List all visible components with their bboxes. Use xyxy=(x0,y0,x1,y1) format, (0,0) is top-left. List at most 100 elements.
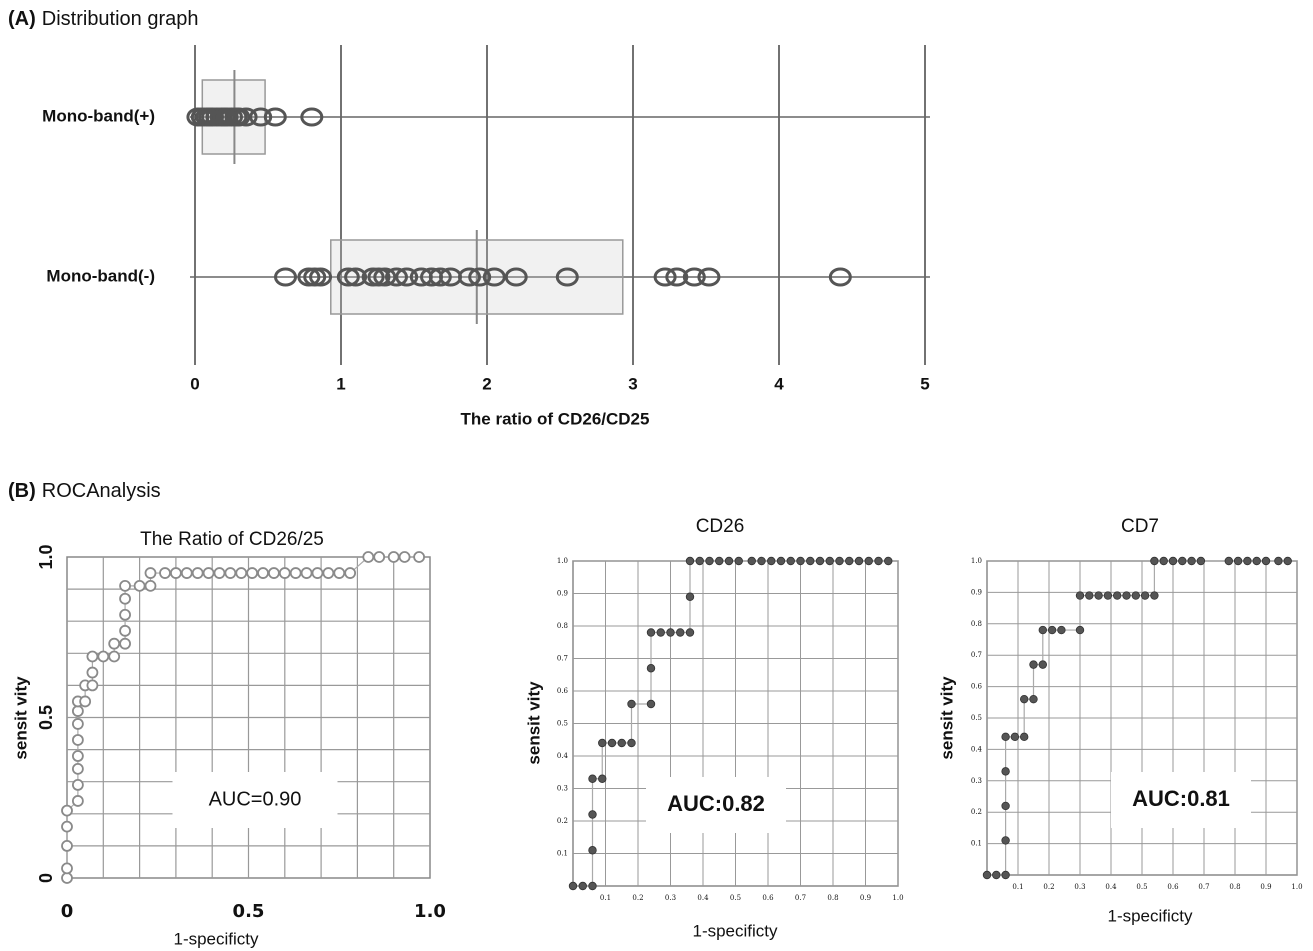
data-point xyxy=(806,556,815,566)
annotation: AUC=0.90 xyxy=(209,788,302,810)
y-tick-label: 0.3 xyxy=(971,777,982,785)
data-point xyxy=(1038,625,1047,635)
panel-title: ROCAnalysis xyxy=(42,480,161,502)
data-point xyxy=(697,267,721,287)
y-tick-label: 0.6 xyxy=(971,683,983,691)
x-tick-label: 5 xyxy=(920,374,929,393)
x-tick-label: 0.8 xyxy=(827,894,838,902)
data-point xyxy=(309,267,333,287)
data-point xyxy=(1019,732,1029,742)
x-tick-label: 0.5 xyxy=(233,901,265,922)
data-point xyxy=(108,637,121,650)
annotation-bg xyxy=(172,772,338,828)
y-tick-label: 0.7 xyxy=(971,651,982,659)
data-point xyxy=(1150,591,1159,600)
data-point xyxy=(1085,591,1094,600)
data-point xyxy=(598,774,607,783)
annotation: AUC:0.81 xyxy=(1132,786,1230,811)
y-tick-label: 0.5 xyxy=(971,714,982,722)
data-point xyxy=(1187,556,1196,566)
data-point xyxy=(1122,591,1131,600)
data-point xyxy=(1075,625,1085,635)
x-tick-label: 0.3 xyxy=(1074,883,1085,891)
data-point xyxy=(71,705,84,717)
data-point xyxy=(384,267,408,287)
x-tick-label: 0.3 xyxy=(665,894,676,902)
data-point xyxy=(646,699,656,709)
data-point xyxy=(1131,591,1140,600)
x-tick-label: 0.9 xyxy=(860,894,871,902)
data-point xyxy=(796,556,805,566)
data-point xyxy=(108,650,121,663)
data-point xyxy=(815,556,825,566)
data-point xyxy=(1261,556,1271,566)
x-tick-label: 0 xyxy=(61,901,74,922)
x-axis-label: 1-specificty xyxy=(692,921,778,940)
data-point xyxy=(119,592,131,605)
data-point xyxy=(1233,556,1243,566)
data-point xyxy=(97,650,110,663)
data-point xyxy=(322,567,335,579)
data-point xyxy=(1196,556,1206,566)
x-tick-label: 0.4 xyxy=(1105,883,1117,891)
data-point xyxy=(1094,591,1103,600)
data-point xyxy=(588,881,597,891)
data-point xyxy=(1159,556,1168,566)
data-point xyxy=(617,738,626,748)
y-axis-label: sensit vity xyxy=(524,681,543,765)
data-point xyxy=(395,267,419,287)
y-tick-label: 0.3 xyxy=(557,785,568,793)
data-point xyxy=(665,267,689,287)
y-tick-label: 0 xyxy=(36,873,56,883)
data-point xyxy=(468,267,492,287)
data-point xyxy=(786,556,795,566)
data-point xyxy=(1001,801,1010,811)
data-point xyxy=(344,267,368,287)
y-tick-label: 0.1 xyxy=(971,840,982,848)
x-tick-label: 0.1 xyxy=(1012,883,1023,891)
data-point xyxy=(61,840,73,852)
data-point xyxy=(311,567,324,579)
data-point xyxy=(133,579,146,592)
data-point xyxy=(263,107,287,127)
data-point xyxy=(257,567,269,579)
data-point xyxy=(398,551,411,563)
data-point xyxy=(1029,660,1038,669)
data-point xyxy=(1075,591,1085,600)
data-point xyxy=(300,107,324,127)
x-axis-label: The ratio of CD26/CD25 xyxy=(461,409,650,428)
data-point xyxy=(1178,556,1187,566)
annotation-bg xyxy=(646,777,786,833)
data-point xyxy=(224,567,237,579)
data-point xyxy=(169,567,182,579)
data-point xyxy=(428,267,452,287)
data-point xyxy=(568,881,578,891)
y-axis-label: sensit vity xyxy=(11,676,30,760)
data-point xyxy=(1140,591,1150,600)
data-point xyxy=(387,551,400,563)
y-tick-label: 0.8 xyxy=(557,622,568,630)
data-point xyxy=(1150,556,1159,566)
data-point xyxy=(61,820,73,833)
data-point xyxy=(246,567,259,579)
data-point xyxy=(373,267,397,287)
data-point xyxy=(1243,556,1252,566)
data-point xyxy=(333,567,346,579)
data-point xyxy=(734,556,743,566)
data-point xyxy=(202,567,215,579)
data-point xyxy=(1047,625,1057,635)
data-point xyxy=(1057,625,1066,635)
data-point xyxy=(289,567,302,579)
x-tick-label: 0.6 xyxy=(1167,883,1179,891)
panel-label: (B) xyxy=(8,480,36,502)
data-point xyxy=(653,267,677,287)
data-point xyxy=(854,556,864,566)
data-point xyxy=(1001,732,1010,742)
category-label: Mono-band(+) xyxy=(42,106,155,125)
x-tick-label: 0.1 xyxy=(600,894,611,902)
y-tick-label: 1.0 xyxy=(971,557,982,565)
data-point xyxy=(776,556,786,566)
data-point xyxy=(982,870,992,880)
y-tick-label: 0.1 xyxy=(557,850,568,858)
panel-a-heading: (A) Distribution graph xyxy=(8,8,199,30)
